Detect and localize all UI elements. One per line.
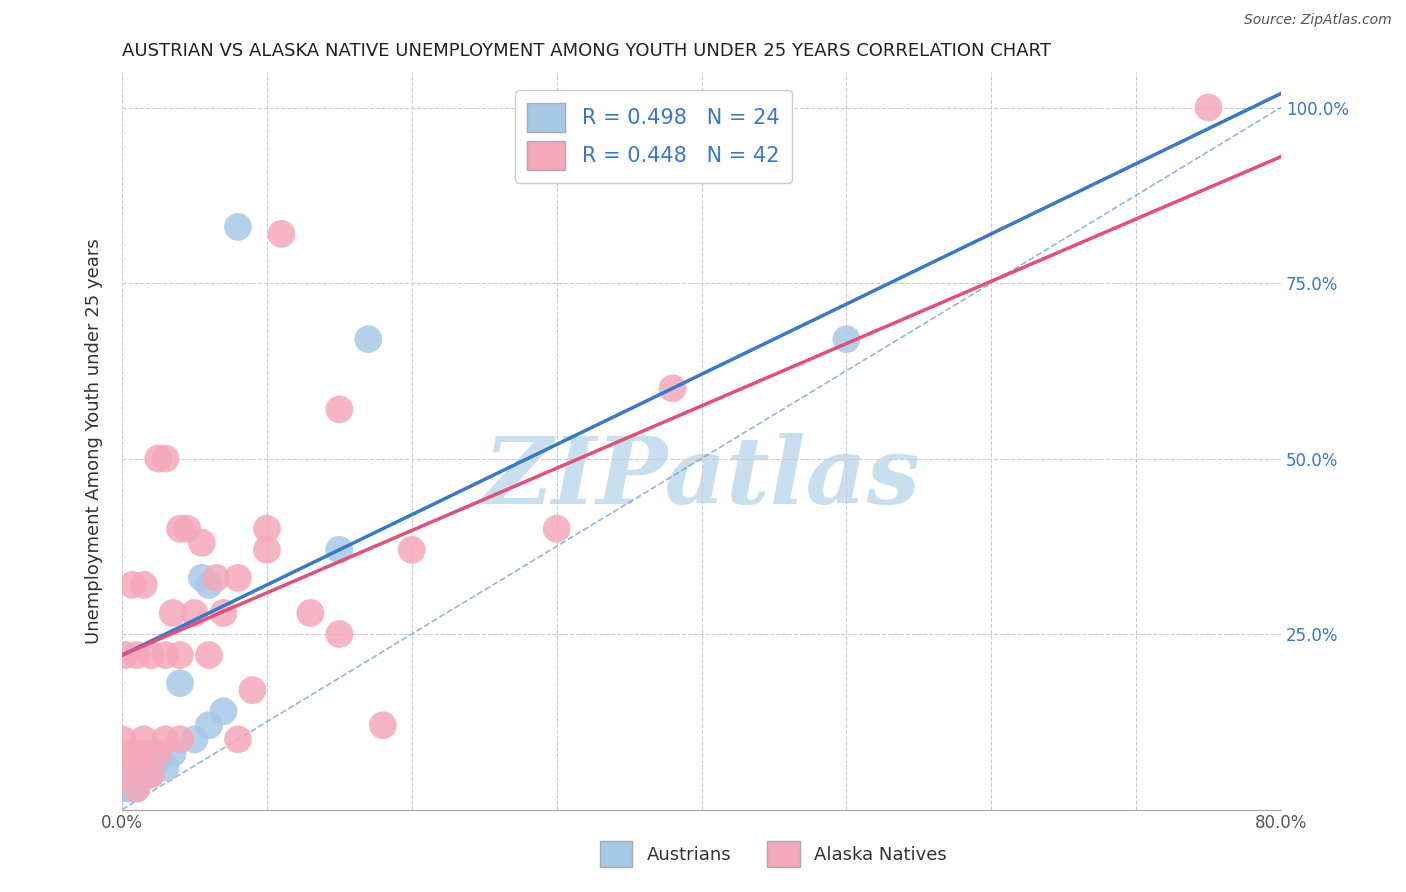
Point — [111, 767, 134, 781]
Point — [328, 627, 350, 641]
Point — [212, 606, 235, 620]
Point — [183, 606, 205, 620]
Point — [169, 648, 191, 662]
Point — [198, 648, 221, 662]
Point — [148, 747, 170, 761]
Text: Source: ZipAtlas.com: Source: ZipAtlas.com — [1244, 13, 1392, 28]
Point — [401, 542, 423, 557]
Point — [114, 648, 136, 662]
Point — [299, 606, 322, 620]
Point — [169, 732, 191, 747]
Point — [125, 781, 148, 796]
Point — [118, 747, 141, 761]
Point — [205, 571, 228, 585]
Point — [111, 767, 134, 781]
Point — [169, 522, 191, 536]
Point — [198, 578, 221, 592]
Point — [190, 571, 212, 585]
Point — [328, 542, 350, 557]
Point — [125, 781, 148, 796]
Point — [155, 451, 177, 466]
Point — [176, 522, 198, 536]
Point — [226, 571, 249, 585]
Point — [148, 753, 170, 767]
Point — [132, 747, 155, 761]
Point — [256, 522, 278, 536]
Point — [111, 732, 134, 747]
Point — [139, 753, 162, 767]
Point — [125, 753, 148, 767]
Point — [242, 683, 264, 698]
Point — [118, 781, 141, 796]
Point — [139, 648, 162, 662]
Point — [357, 332, 380, 346]
Point — [661, 381, 683, 395]
Point — [155, 648, 177, 662]
Legend: R = 0.498   N = 24, R = 0.448   N = 42: R = 0.498 N = 24, R = 0.448 N = 42 — [515, 90, 792, 183]
Point — [1198, 101, 1220, 115]
Point — [139, 767, 162, 781]
Point — [270, 227, 292, 241]
Point — [125, 767, 148, 781]
Point — [155, 760, 177, 774]
Point — [226, 219, 249, 234]
Text: AUSTRIAN VS ALASKA NATIVE UNEMPLOYMENT AMONG YOUTH UNDER 25 YEARS CORRELATION CH: AUSTRIAN VS ALASKA NATIVE UNEMPLOYMENT A… — [122, 42, 1052, 60]
Point — [183, 732, 205, 747]
Point — [121, 774, 143, 789]
Point — [148, 451, 170, 466]
Point — [256, 542, 278, 557]
Point — [155, 732, 177, 747]
Point — [546, 522, 568, 536]
Legend: Austrians, Alaska Natives: Austrians, Alaska Natives — [592, 834, 955, 874]
Y-axis label: Unemployment Among Youth under 25 years: Unemployment Among Youth under 25 years — [86, 238, 103, 644]
Point — [190, 535, 212, 549]
Point — [226, 732, 249, 747]
Point — [162, 606, 184, 620]
Point — [129, 747, 152, 761]
Point — [835, 332, 858, 346]
Point — [142, 747, 165, 761]
Point — [132, 732, 155, 747]
Text: ZIPatlas: ZIPatlas — [484, 433, 920, 523]
Point — [132, 578, 155, 592]
Point — [162, 747, 184, 761]
Point — [139, 767, 162, 781]
Point — [121, 578, 143, 592]
Point — [371, 718, 394, 732]
Point — [212, 704, 235, 718]
Point — [132, 767, 155, 781]
Point — [111, 781, 134, 796]
Point — [125, 648, 148, 662]
Point — [328, 402, 350, 417]
Point — [198, 718, 221, 732]
Point — [169, 676, 191, 690]
